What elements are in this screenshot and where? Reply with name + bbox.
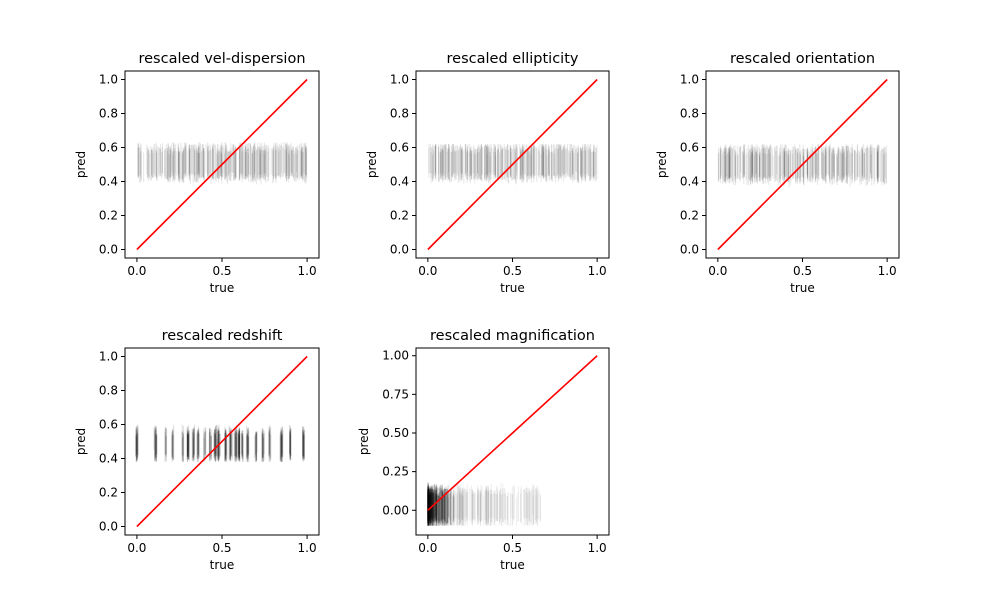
y-tick-label: 1.0 — [99, 350, 118, 364]
error-bars — [137, 142, 308, 185]
y-tick-label: 1.00 — [382, 349, 409, 363]
y-tick-label: 0.25 — [382, 465, 409, 479]
x-axis-label: true — [790, 281, 815, 295]
y-axis-label: pred — [365, 151, 379, 178]
y-tick-label: 0.0 — [680, 243, 699, 257]
x-tick-label: 0.0 — [418, 264, 437, 278]
y-tick-label: 0.0 — [99, 520, 118, 534]
y-axis-label: pred — [655, 151, 669, 178]
y-tick-label: 0.8 — [99, 384, 118, 398]
error-bars — [428, 144, 598, 185]
y-tick-label: 0.6 — [680, 141, 699, 155]
y-tick-label: 0.4 — [680, 175, 699, 189]
y-axis-label: pred — [74, 428, 88, 455]
subplot-title: rescaled magnification — [430, 328, 595, 344]
x-tick-label: 0.5 — [212, 541, 231, 555]
x-tick-label: 0.0 — [127, 264, 146, 278]
subplot-title: rescaled orientation — [730, 51, 875, 67]
y-tick-label: 0.75 — [382, 387, 409, 401]
y-tick-label: 0.0 — [99, 243, 118, 257]
subplot-title: rescaled redshift — [162, 328, 283, 344]
y-tick-label: 1.0 — [390, 73, 409, 87]
y-axis-label: pred — [357, 428, 371, 455]
y-tick-label: 0.00 — [382, 503, 409, 517]
x-tick-label: 0.0 — [418, 541, 437, 555]
x-tick-label: 0.0 — [127, 541, 146, 555]
x-tick-label: 0.0 — [708, 264, 727, 278]
y-tick-label: 0.8 — [680, 107, 699, 121]
y-tick-label: 0.2 — [99, 209, 118, 223]
y-tick-label: 0.4 — [99, 452, 118, 466]
subplot-5: 0.0 0.5 1.0 0.00 0.25 0.50 0.75 1.00 rescaled ma… — [357, 328, 610, 572]
error-bars — [427, 482, 542, 526]
y-tick-label: 0.4 — [99, 175, 118, 189]
x-tick-label: 1.0 — [588, 264, 607, 278]
y-tick-label: 0.8 — [390, 107, 409, 121]
identity-line — [427, 355, 598, 511]
x-axis-label: true — [500, 281, 525, 295]
y-tick-label: 0.0 — [390, 243, 409, 257]
y-tick-label: 0.6 — [99, 418, 118, 432]
y-tick-label: 0.6 — [390, 141, 409, 155]
x-tick-label: 1.0 — [298, 541, 317, 555]
subplot-title: rescaled vel-dispersion — [138, 51, 305, 67]
y-tick-label: 0.4 — [390, 175, 409, 189]
subplot-title: rescaled ellipticity — [447, 51, 579, 67]
x-tick-label: 1.0 — [878, 264, 897, 278]
y-tick-label: 0.6 — [99, 141, 118, 155]
x-tick-label: 0.5 — [503, 541, 522, 555]
x-axis-label: true — [210, 281, 235, 295]
y-tick-label: 0.8 — [99, 107, 118, 121]
y-tick-label: 0.50 — [382, 426, 409, 440]
x-tick-label: 0.5 — [503, 264, 522, 278]
identity-line — [717, 78, 888, 251]
y-tick-label: 0.2 — [390, 209, 409, 223]
subplot-4: 0.0 0.5 1.0 0.0 0.2 0.4 0.6 0.8 1.0 rescaled reds… — [74, 328, 320, 572]
subplot-3: 0.0 0.5 1.0 0.0 0.2 0.4 0.6 0.8 1.0 rescaled orie… — [655, 51, 900, 295]
x-tick-label: 0.5 — [793, 264, 812, 278]
x-tick-label: 1.0 — [298, 264, 317, 278]
x-axis-label: true — [500, 558, 525, 572]
subplot-1: 0.0 0.5 1.0 0.0 0.2 0.4 0.6 0.8 1.0 rescaled vel-… — [74, 51, 320, 295]
x-axis-label: true — [210, 558, 235, 572]
identity-line — [427, 78, 598, 251]
y-tick-label: 0.2 — [680, 209, 699, 223]
error-bars — [717, 144, 888, 188]
identity-line — [136, 355, 308, 528]
x-tick-label: 0.5 — [212, 264, 231, 278]
subplot-2: 0.0 0.5 1.0 0.0 0.2 0.4 0.6 0.8 1.0 rescaled elli… — [365, 51, 610, 295]
y-tick-label: 0.2 — [99, 486, 118, 500]
identity-line — [136, 78, 308, 251]
x-tick-label: 1.0 — [588, 541, 607, 555]
y-tick-label: 1.0 — [680, 73, 699, 87]
y-axis-label: pred — [74, 151, 88, 178]
y-tick-label: 1.0 — [99, 73, 118, 87]
